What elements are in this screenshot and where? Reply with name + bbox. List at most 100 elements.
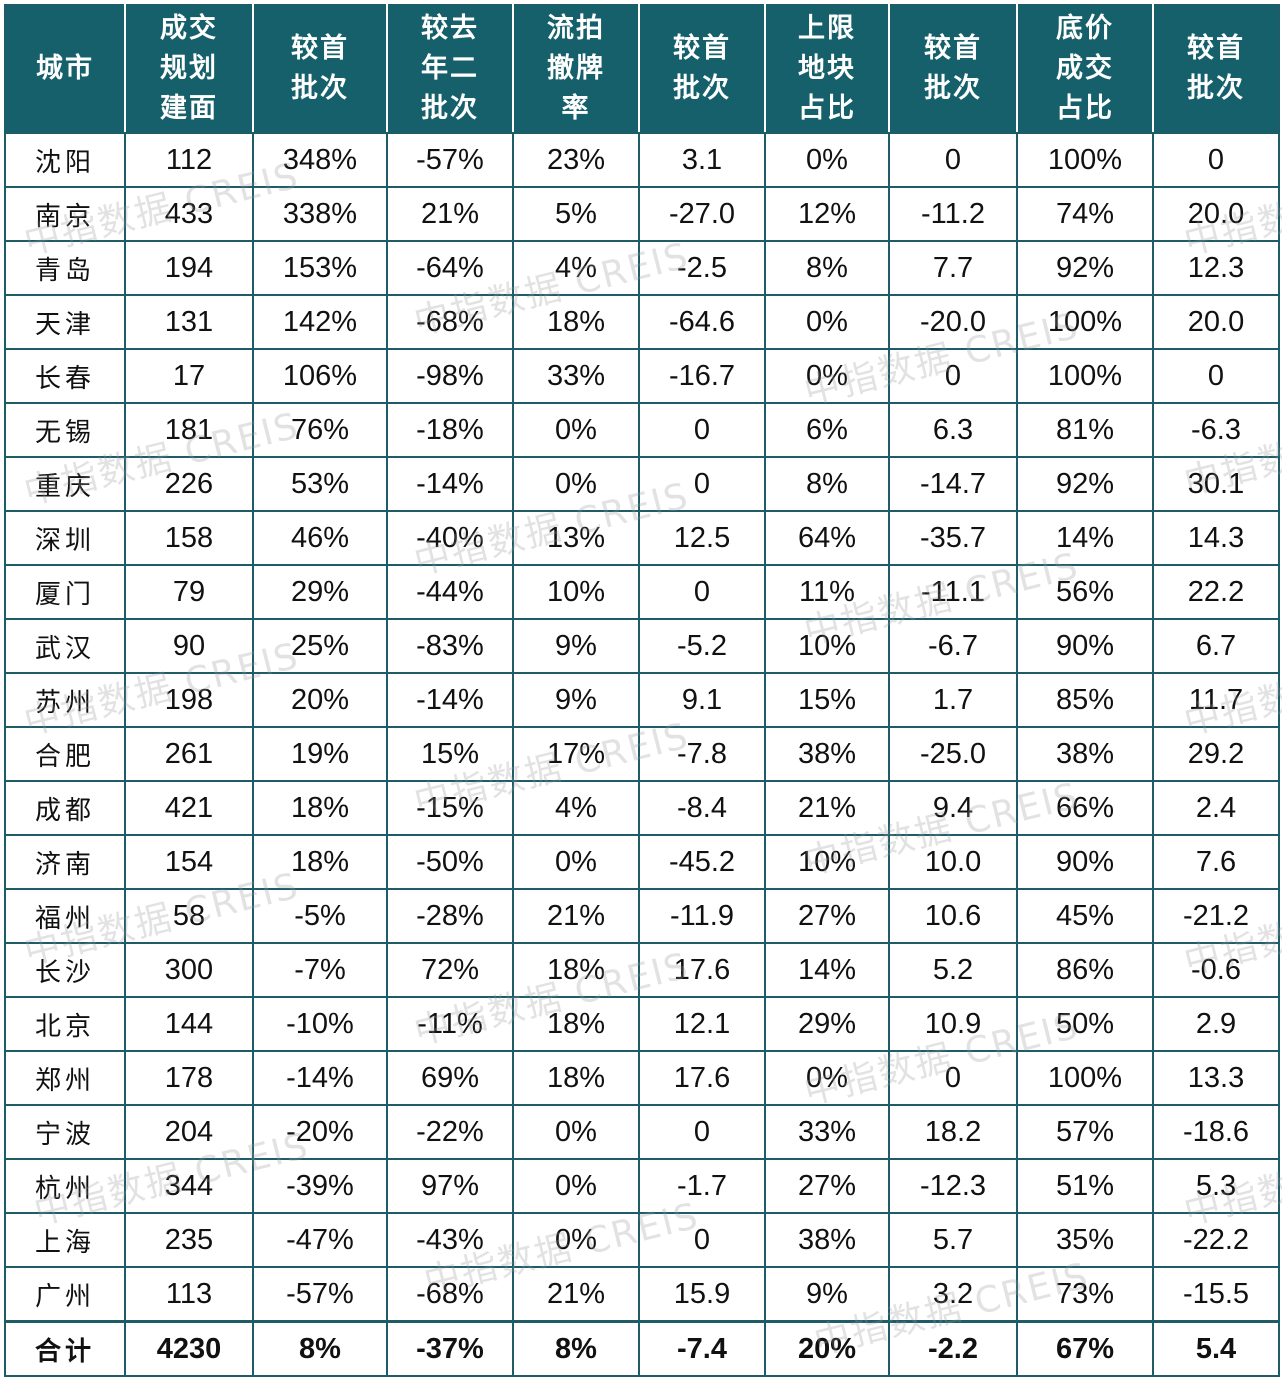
cell-cap-ratio: 27%: [764, 888, 890, 944]
cell-area: 344: [124, 1158, 254, 1214]
cell-vs-first: 20%: [252, 672, 388, 728]
cell-floor-vs-first: 0: [1152, 348, 1280, 404]
header-line: 较首: [673, 33, 731, 64]
cell-cap-ratio: 0%: [764, 348, 890, 404]
header-line: 地块: [798, 53, 856, 84]
cell-cap-ratio: 0%: [764, 1050, 890, 1106]
table-row: 重庆 226 53% -14% 0% 0 8% -14.7 92% 30.1: [4, 456, 1280, 512]
cell-vs-first: -5%: [252, 888, 388, 944]
cell-area: 144: [124, 996, 254, 1052]
table-row: 长沙 300 -7% 72% 18% 17.6 14% 5.2 86% -0.6: [4, 942, 1280, 998]
cell-fail-vs-first: 0: [638, 1104, 766, 1160]
cell-fail-vs-first: -5.2: [638, 618, 766, 674]
cell-fail-vs-first: 0: [638, 456, 766, 512]
cell-area: 154: [124, 834, 254, 890]
cell-cap-vs-first: 0: [888, 132, 1018, 188]
cell-floor-vs-first: -18.6: [1152, 1104, 1280, 1160]
cell-floor-vs-first: 20.0: [1152, 186, 1280, 242]
cell-cap-ratio: 9%: [764, 1266, 890, 1323]
cell-area: 112: [124, 132, 254, 188]
cell-fail-rate: 0%: [512, 834, 640, 890]
cell-cap-vs-first: 10.0: [888, 834, 1018, 890]
cell-fail-rate: 0%: [512, 1158, 640, 1214]
cell-city: 青岛: [4, 240, 126, 296]
table-row: 北京 144 -10% -11% 18% 12.1 29% 10.9 50% 2.9: [4, 996, 1280, 1052]
cell-vs-first: -20%: [252, 1104, 388, 1160]
cell-fail-vs-first: 12.5: [638, 510, 766, 566]
cell-vs-first: 46%: [252, 510, 388, 566]
cell-floor-ratio: 73%: [1016, 1266, 1154, 1323]
cell-city: 宁波: [4, 1104, 126, 1160]
cell-cap-ratio: 21%: [764, 780, 890, 836]
cell-area: 113: [124, 1266, 254, 1323]
header-row: 城市 成交 规划 建面 较首 批次 较去 年二 批次 流拍 撤牌率较首 批次 上限 地块 占比 较首 批次 底价成…: [4, 4, 1280, 134]
cell-cap-ratio: 64%: [764, 510, 890, 566]
table-row: 济南 154 18% -50% 0% -45.2 10% 10.0 90% 7.6: [4, 834, 1280, 890]
cell-area: 79: [124, 564, 254, 620]
total-row: 合计 4230 8% -37% 8% -7.4 20% -2.2 67% 5.4: [4, 1320, 1280, 1377]
cell-city: 合肥: [4, 726, 126, 782]
cell-cap-vs-first: 10.6: [888, 888, 1018, 944]
cell-cap-vs-first: 3.2: [888, 1266, 1018, 1323]
cell-fail-vs-first: -8.4: [638, 780, 766, 836]
cell-vs-last-year: 72%: [386, 942, 514, 998]
cell-cap-vs-first: 0: [888, 1050, 1018, 1106]
cell-floor-ratio: 38%: [1016, 726, 1154, 782]
cell-fail-vs-first: 12.1: [638, 996, 766, 1052]
cell-cap-ratio: 11%: [764, 564, 890, 620]
cell-city: 福州: [4, 888, 126, 944]
cell-vs-last-year: 21%: [386, 186, 514, 242]
cell-vs-last-year: -40%: [386, 510, 514, 566]
cell-fail-rate: 18%: [512, 996, 640, 1052]
cell-cap-ratio: 0%: [764, 132, 890, 188]
cell-vs-last-year: -22%: [386, 1104, 514, 1160]
cell-cap-vs-first: -11.2: [888, 186, 1018, 242]
cell-vs-last-year: -43%: [386, 1212, 514, 1268]
cell-city: 杭州: [4, 1158, 126, 1214]
cell-floor-vs-first: 2.4: [1152, 780, 1280, 836]
header-line: 城市: [36, 53, 94, 84]
header-line: 撤牌: [547, 53, 605, 84]
cell-vs-first: -57%: [252, 1266, 388, 1323]
cell-fail-vs-first: -7.4: [638, 1320, 766, 1377]
cell-vs-first: 76%: [252, 402, 388, 458]
cell-fail-vs-first: -7.8: [638, 726, 766, 782]
cell-floor-vs-first: -15.5: [1152, 1266, 1280, 1323]
table-row: 合肥 261 19% 15% 17% -7.8 38% -25.0 38% 29.2: [4, 726, 1280, 782]
cell-floor-vs-first: -0.6: [1152, 942, 1280, 998]
cell-cap-vs-first: 6.3: [888, 402, 1018, 458]
header-line: 成交: [160, 13, 218, 44]
cell-cap-vs-first: -11.1: [888, 564, 1018, 620]
cell-cap-vs-first: -6.7: [888, 618, 1018, 674]
cell-cap-ratio: 27%: [764, 1158, 890, 1214]
cell-vs-first: 153%: [252, 240, 388, 296]
header-line: 规划: [160, 53, 218, 84]
cell-city: 无锡: [4, 402, 126, 458]
cell-cap-vs-first: -25.0: [888, 726, 1018, 782]
cell-vs-last-year: -68%: [386, 1266, 514, 1323]
cell-fail-rate: 18%: [512, 1050, 640, 1106]
cell-vs-first: 53%: [252, 456, 388, 512]
cell-cap-vs-first: 9.4: [888, 780, 1018, 836]
header-line: 批次: [924, 73, 982, 104]
cell-area: 90: [124, 618, 254, 674]
cell-fail-vs-first: 0: [638, 402, 766, 458]
cell-vs-first: 29%: [252, 564, 388, 620]
header-floor-vs-first: 较首 批次: [1152, 4, 1280, 134]
cell-cap-vs-first: -14.7: [888, 456, 1018, 512]
table-row: 福州 58 -5% -28% 21% -11.9 27% 10.6 45% -21.2: [4, 888, 1280, 944]
cell-cap-ratio: 38%: [764, 726, 890, 782]
cell-fail-vs-first: -45.2: [638, 834, 766, 890]
cell-area: 4230: [124, 1320, 254, 1377]
cell-cap-vs-first: 5.7: [888, 1212, 1018, 1268]
cell-cap-ratio: 33%: [764, 1104, 890, 1160]
cell-city: 广州: [4, 1266, 126, 1323]
cell-vs-first: -47%: [252, 1212, 388, 1268]
cell-vs-first: 106%: [252, 348, 388, 404]
cell-vs-last-year: -98%: [386, 348, 514, 404]
cell-floor-ratio: 92%: [1016, 240, 1154, 296]
header-line: 占比: [798, 93, 856, 124]
cell-floor-vs-first: 29.2: [1152, 726, 1280, 782]
cell-area: 17: [124, 348, 254, 404]
cell-area: 433: [124, 186, 254, 242]
